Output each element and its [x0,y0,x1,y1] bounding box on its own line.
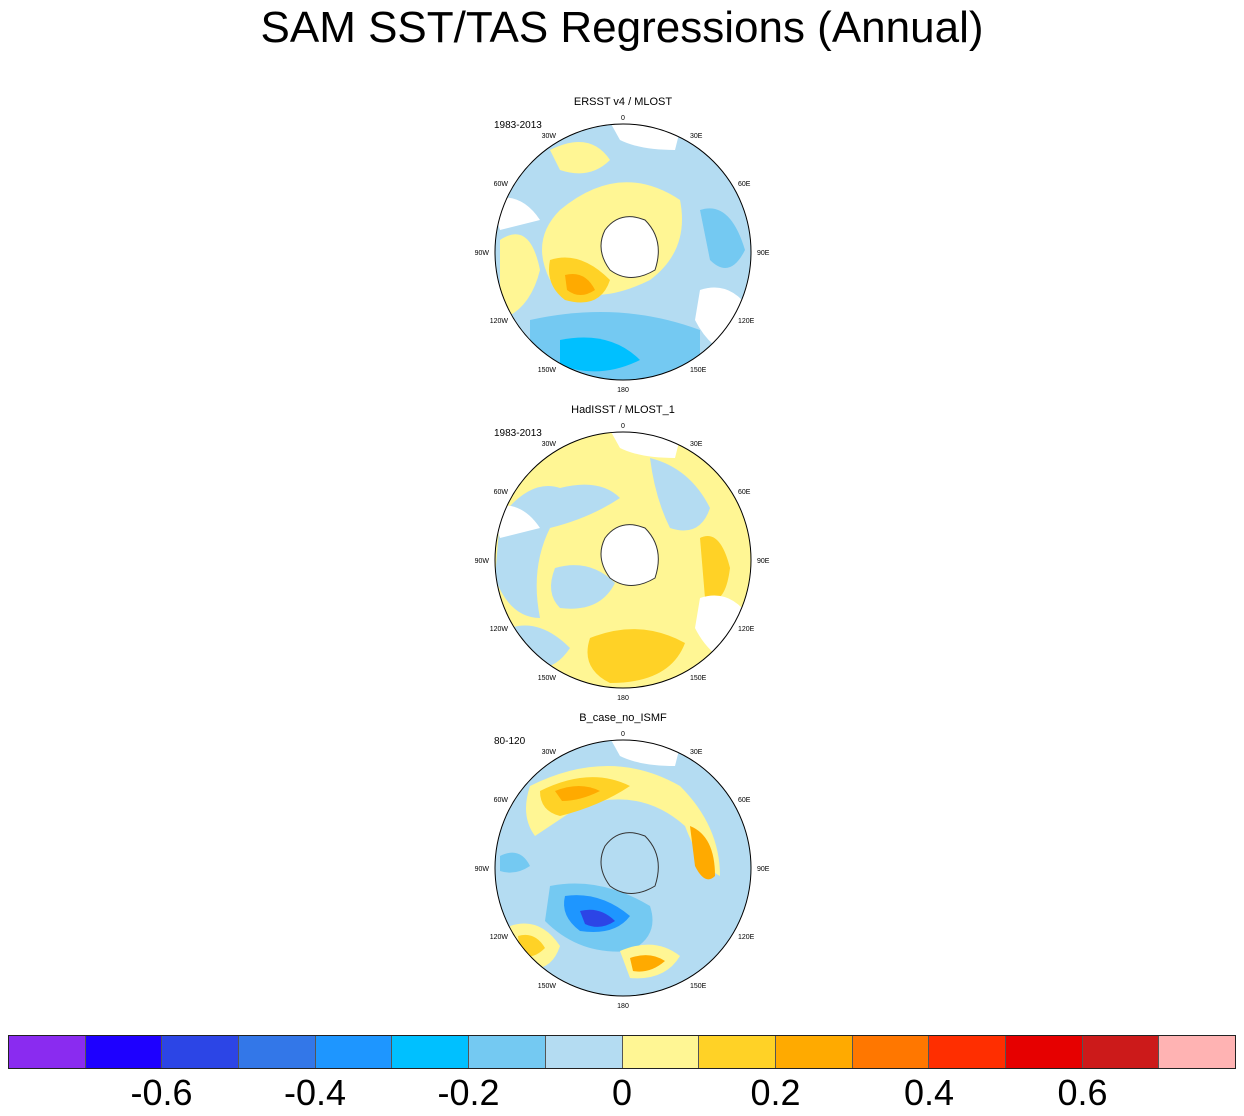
colorbar-swatch [392,1036,470,1068]
colorbar-label: 0.4 [903,1072,955,1113]
colorbar-swatch [699,1036,776,1068]
map-panel-hadisst: HadISST / MLOST_1 1983-2013 0 30E 60E 90… [470,404,776,704]
lon-label-180: 180 [617,387,629,394]
colorbar-swatch [85,1036,163,1068]
lon-label-120e: 120E [738,934,755,941]
panel-period: 1983-2013 [494,428,542,439]
colorbar-swatch [469,1036,546,1068]
colorbar-swatch [239,1036,316,1068]
lon-label-120w: 120W [490,934,509,941]
lon-label-30e: 30E [690,133,703,140]
lon-label-150w: 150W [538,983,557,990]
lon-label-150e: 150E [690,983,707,990]
polar-map-ersst: 0 30E 60E 90E 120E 150E 180 150W 120W 90… [475,115,770,394]
colorbar-label: 0.6 [1057,1072,1108,1113]
lon-label-30w: 30W [542,749,557,756]
lon-label-30e: 30E [690,749,703,756]
panel-period: 1983-2013 [494,120,542,131]
colorbar-swatch [315,1036,393,1068]
lon-label-90w: 90W [475,250,490,257]
lon-label-150e: 150E [690,367,707,374]
lon-label-60e: 60E [738,489,751,496]
map-panel-ersst: ERSST v4 / MLOST 1983-2013 0 30E 60E 90E… [470,96,776,396]
lon-label-90w: 90W [475,558,490,565]
colorbar-swatch [1082,1036,1160,1068]
colorbar-swatch [162,1036,240,1068]
lon-label-60e: 60E [738,797,751,804]
colorbar-swatch [1159,1036,1235,1068]
lon-label-90e: 90E [757,866,770,873]
colorbar-swatch [852,1036,930,1068]
lon-label-90e: 90E [757,250,770,257]
colorbar-label: -0.2 [437,1072,500,1113]
colorbar-label: -0.4 [283,1072,347,1113]
lon-label-60e: 60E [738,181,751,188]
colorbar-swatch [1005,1036,1083,1068]
lon-label-180: 180 [617,695,629,702]
colorbar-swatch [545,1036,623,1068]
colorbar-label: 0 [611,1072,633,1113]
panel-title: ERSST v4 / MLOST [573,96,673,108]
colorbar-swatch [775,1036,853,1068]
lon-label-120e: 120E [738,626,755,633]
panel-title: HadISST / MLOST_1 [571,404,675,416]
lon-label-90e: 90E [757,558,770,565]
polar-map-bcase: 0 30E 60E 90E 120E 150E 180 150W 120W 90… [475,731,770,1010]
lon-label-120w: 120W [490,318,509,325]
lon-label-120e: 120E [738,318,755,325]
panel-title: B_case_no_ISMF [579,712,667,724]
lon-label-180: 180 [617,1003,629,1010]
longitude-labels: 0 30E 60E 90E 120E 150E 180 150W 120W 90… [475,423,770,702]
lon-label-30w: 30W [542,441,557,448]
lon-label-150w: 150W [538,367,557,374]
lon-label-0: 0 [621,115,625,122]
colorbar-swatch [929,1036,1006,1068]
lon-label-30e: 30E [690,441,703,448]
lon-label-150w: 150W [538,675,557,682]
lon-label-0: 0 [621,731,625,738]
colorbar [8,1035,1236,1069]
lon-label-0: 0 [621,423,625,430]
longitude-labels: 0 30E 60E 90E 120E 150E 180 150W 120W 90… [475,115,770,394]
lon-label-120w: 120W [490,626,509,633]
colorbar-label: -0.6 [130,1072,193,1113]
polar-map-hadisst: 0 30E 60E 90E 120E 150E 180 150W 120W 90… [475,423,770,702]
panel-period: 80-120 [494,736,526,747]
lon-label-30w: 30W [542,133,557,140]
map-panel-bcase: B_case_no_ISMF 80-120 0 30E 60E 90E 1 [470,712,776,1012]
lon-label-90w: 90W [475,866,490,873]
figure-title: SAM SST/TAS Regressions (Annual) [260,3,984,52]
lon-label-60w: 60W [494,797,509,804]
colorbar-swatch [9,1036,86,1068]
colorbar-label: 0.2 [750,1072,801,1113]
longitude-labels: 0 30E 60E 90E 120E 150E 180 150W 120W 90… [475,731,770,1010]
colorbar-swatch [622,1036,700,1068]
colorbar-labels: -0.6 -0.4 -0.2 0 0.2 0.4 0.6 [8,1072,1236,1116]
lon-label-60w: 60W [494,489,509,496]
lon-label-60w: 60W [494,181,509,188]
lon-label-150e: 150E [690,675,707,682]
